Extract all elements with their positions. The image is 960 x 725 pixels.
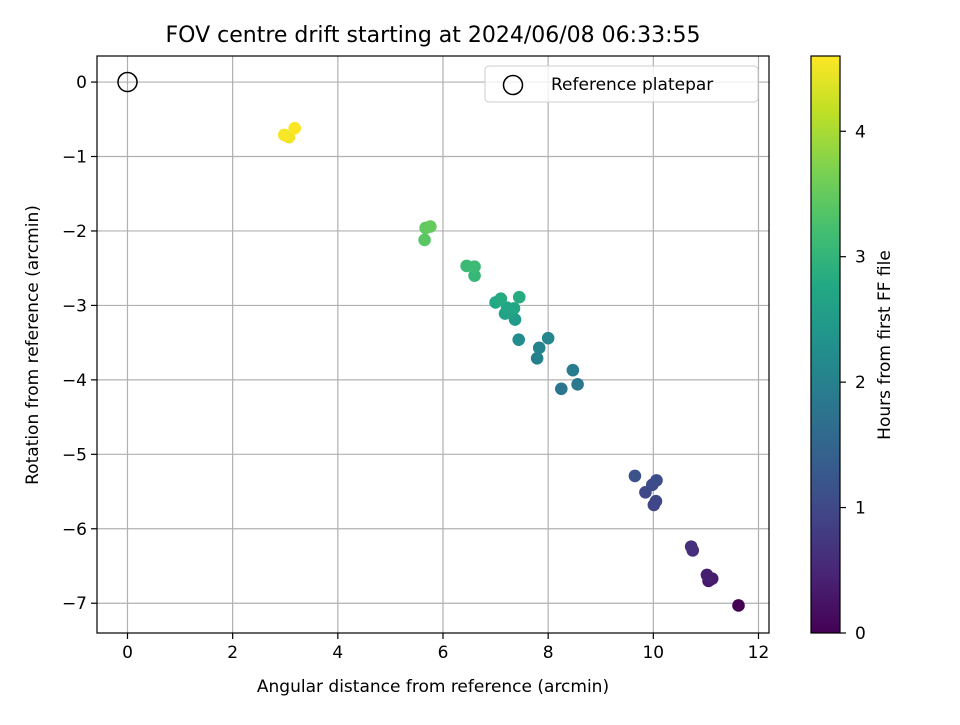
data-point xyxy=(468,260,481,273)
colorbar-tick-label: 2 xyxy=(855,373,866,393)
y-axis-label: Rotation from reference (arcmin) xyxy=(23,205,43,485)
y-tick-label: −6 xyxy=(62,520,87,540)
data-point xyxy=(732,599,745,612)
data-point xyxy=(700,568,714,582)
data-point xyxy=(628,469,642,483)
y-tick-label: −5 xyxy=(62,445,87,465)
y-tick-label: −7 xyxy=(62,594,87,614)
legend: Reference platepar xyxy=(484,65,759,103)
colorbar-gradient xyxy=(810,55,841,634)
colorbar-label: Hours from first FF file xyxy=(875,250,895,440)
colorbar: 0 1 2 3 4 Hours from first FF file xyxy=(810,55,895,644)
colorbar-tick-label: 3 xyxy=(855,248,866,268)
data-point xyxy=(649,494,663,508)
x-tick-label: 0 xyxy=(122,643,133,663)
y-tick-label: −4 xyxy=(62,371,87,391)
y-tick-label: −1 xyxy=(62,148,87,168)
data-point xyxy=(500,301,514,314)
data-point xyxy=(555,382,568,396)
data-point xyxy=(541,331,555,345)
y-tick-label: −3 xyxy=(62,296,87,316)
chart-title: FOV centre drift starting at 2024/06/08 … xyxy=(166,23,701,48)
legend-box xyxy=(484,65,759,103)
x-tick-label: 6 xyxy=(438,643,449,663)
legend-reference-label: Reference platepar xyxy=(551,75,713,95)
data-point xyxy=(571,378,584,391)
x-tick-label: 12 xyxy=(748,643,770,663)
plot-frame xyxy=(96,55,770,634)
data-point xyxy=(532,341,546,355)
data-point xyxy=(494,292,508,306)
data-point xyxy=(512,333,526,346)
data-point xyxy=(418,233,431,247)
grid xyxy=(97,56,769,633)
data-points xyxy=(277,121,745,612)
x-tick-label: 4 xyxy=(332,643,343,663)
data-point xyxy=(424,220,437,233)
reference-marker-layer xyxy=(117,71,138,93)
colorbar-tick-label: 4 xyxy=(855,122,866,142)
data-point xyxy=(650,474,663,487)
legend-reference-marker xyxy=(502,74,524,96)
colorbar-tick-label: 1 xyxy=(855,499,866,519)
x-tick-label: 10 xyxy=(642,643,664,663)
data-point xyxy=(468,269,481,282)
x-tick-label: 8 xyxy=(543,643,554,663)
data-point xyxy=(684,540,698,553)
x-tick-label: 2 xyxy=(227,643,238,663)
x-axis-label: Angular distance from reference (arcmin) xyxy=(257,677,609,697)
data-point xyxy=(566,363,580,377)
y-tick-label: 0 xyxy=(76,73,87,93)
y-tick-label: −2 xyxy=(62,222,87,242)
colorbar-ticks: 0 1 2 3 4 xyxy=(840,122,866,644)
data-point xyxy=(512,290,526,304)
data-point xyxy=(288,121,302,135)
axis-ticks: 0 2 4 6 8 10 12 0 −1 −2 −3 −4 −5 −6 −7 xyxy=(62,73,769,663)
data-point xyxy=(530,351,544,365)
data-point xyxy=(277,128,291,142)
colorbar-tick-label: 0 xyxy=(855,624,866,644)
reference-point-marker xyxy=(117,71,138,93)
